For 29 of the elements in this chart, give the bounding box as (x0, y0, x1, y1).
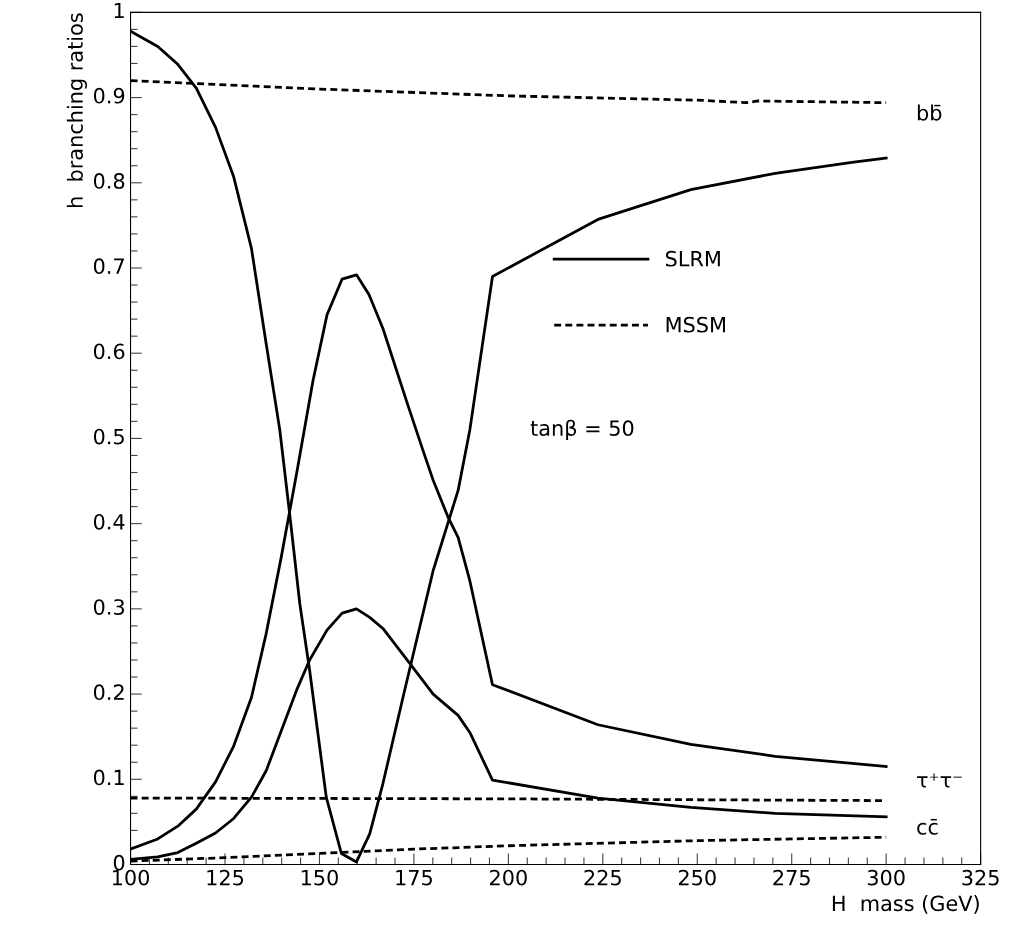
y-tick-label: 0.9 (93, 87, 125, 104)
legend-label: SLRM (665, 250, 720, 267)
x-tick-label: 175 (396, 870, 432, 886)
annotation: τ⁺τ⁻ (917, 773, 962, 788)
legend-label: MSSM (666, 316, 725, 333)
x-tick-label: 275 (773, 869, 810, 886)
y-tick-label: 0.1 (93, 769, 124, 786)
x-tick-label: 225 (584, 869, 621, 886)
x-tick-label: 250 (678, 869, 716, 886)
y-tick-label: 1 (114, 2, 124, 19)
y-tick-label: 0.7 (93, 258, 124, 275)
y-tick-label: 0 (113, 854, 125, 871)
annotation: bb̄ (917, 104, 942, 121)
y-tick-label: 0.5 (93, 428, 124, 445)
y-tick-label: 0.3 (93, 599, 125, 615)
x-tick-label: 150 (301, 869, 338, 886)
y-tick-label: 0.8 (93, 173, 125, 189)
y-axis-title: h branching ratios (66, 13, 87, 208)
x-tick-label: 300 (867, 869, 905, 886)
x-axis-title: H mass (GeV) (832, 895, 979, 914)
x-tick-label: 100 (112, 869, 150, 886)
x-tick-label: 325 (962, 869, 999, 886)
annotation: tanβ = 50 (530, 419, 634, 441)
annotation: cc̄ (917, 818, 938, 835)
x-tick-label: 125 (207, 869, 244, 886)
y-tick-label: 0.6 (93, 343, 125, 360)
y-tick-label: 0.2 (93, 684, 124, 701)
y-tick-label: 0.4 (93, 513, 125, 530)
x-tick-label: 200 (490, 869, 527, 886)
